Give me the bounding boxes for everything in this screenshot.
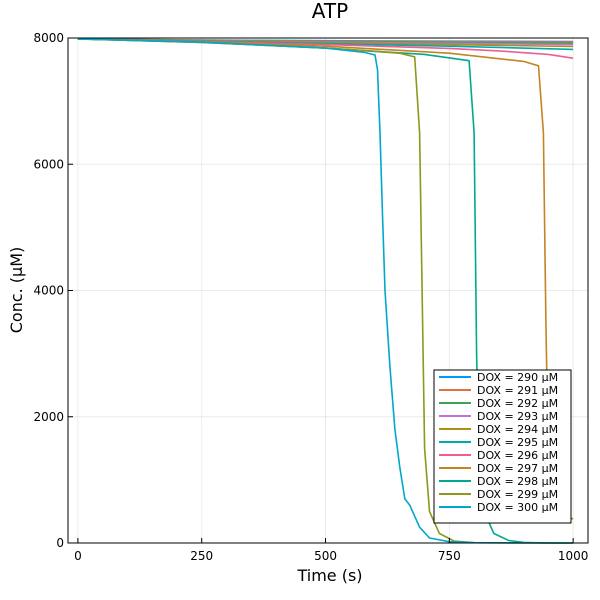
legend-entry-label: DOX = 291 μM <box>477 384 558 397</box>
chart-title: ATP <box>312 0 348 23</box>
legend-entry-label: DOX = 297 μM <box>477 462 558 475</box>
x-tick-label: 0 <box>74 549 82 563</box>
legend-entry-label: DOX = 299 μM <box>477 488 558 501</box>
x-tick-label: 500 <box>314 549 337 563</box>
series-lines <box>77 38 574 544</box>
legend-entry-label: DOX = 292 μM <box>477 397 558 410</box>
y-tick-label: 6000 <box>33 157 64 171</box>
legend-entry-label: DOX = 300 μM <box>477 501 558 514</box>
x-tick-label: 250 <box>190 549 213 563</box>
y-axis-label: Conc. (μM) <box>7 247 26 334</box>
legend-entry-label: DOX = 295 μM <box>477 436 558 449</box>
axis-ticks: 0 250 500 750 1000 0 2000 4000 6000 8000 <box>33 31 588 563</box>
y-tick-label: 0 <box>56 536 64 550</box>
x-axis-label: Time (s) <box>296 566 362 585</box>
legend-entry-label: DOX = 290 μM <box>477 371 558 384</box>
y-tick-label: 2000 <box>33 410 64 424</box>
series-line-11 <box>77 38 574 544</box>
legend-entry-label: DOX = 294 μM <box>477 423 558 436</box>
legend-entry-label: DOX = 298 μM <box>477 475 558 488</box>
legend-entry-label: DOX = 296 μM <box>477 449 558 462</box>
y-tick-label: 4000 <box>33 284 64 298</box>
y-tick-label: 8000 <box>33 31 64 45</box>
x-tick-label: 1000 <box>558 549 589 563</box>
legend-entry-label: DOX = 293 μM <box>477 410 558 423</box>
x-tick-label: 750 <box>438 549 461 563</box>
legend-box <box>433 369 572 524</box>
